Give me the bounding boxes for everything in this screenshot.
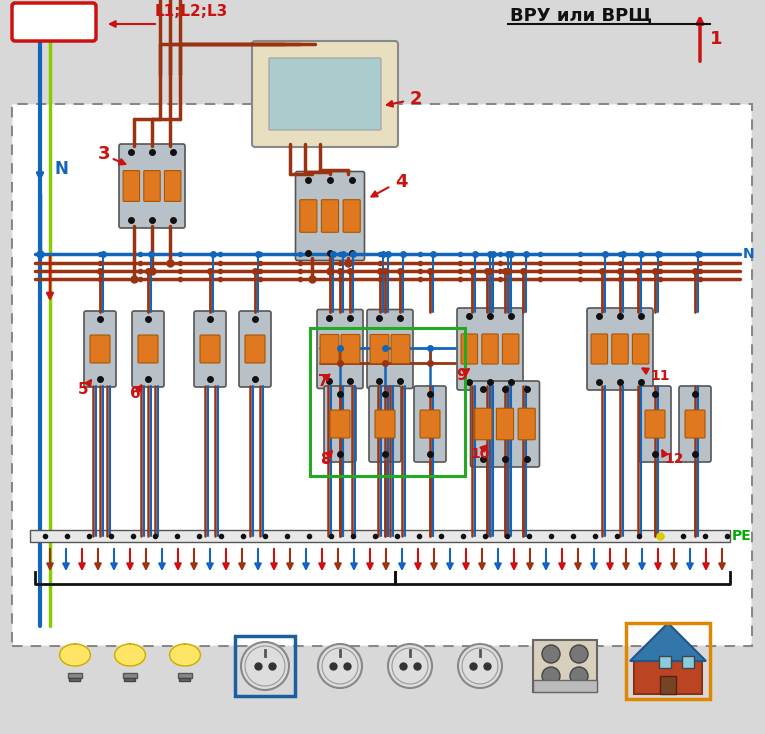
- Text: ВРУ или ВРЩ: ВРУ или ВРЩ: [510, 7, 652, 25]
- Text: PE: PE: [732, 529, 752, 543]
- FancyBboxPatch shape: [679, 386, 711, 462]
- Text: 4: 4: [395, 173, 408, 191]
- Circle shape: [542, 645, 560, 663]
- FancyBboxPatch shape: [645, 410, 665, 438]
- FancyBboxPatch shape: [12, 3, 96, 41]
- Circle shape: [388, 644, 432, 688]
- Bar: [180, 678, 190, 681]
- Bar: [660, 676, 676, 694]
- FancyBboxPatch shape: [612, 334, 628, 364]
- Bar: [13, 105, 751, 645]
- FancyBboxPatch shape: [591, 334, 607, 364]
- Text: 11: 11: [650, 369, 669, 383]
- FancyBboxPatch shape: [461, 334, 477, 364]
- FancyBboxPatch shape: [252, 41, 398, 147]
- Bar: [634, 661, 702, 694]
- Bar: [125, 678, 135, 681]
- FancyBboxPatch shape: [369, 386, 401, 462]
- Circle shape: [241, 642, 289, 690]
- FancyBboxPatch shape: [321, 200, 339, 232]
- FancyBboxPatch shape: [123, 170, 139, 201]
- Circle shape: [542, 667, 560, 685]
- Text: 5: 5: [78, 382, 89, 396]
- FancyBboxPatch shape: [420, 410, 440, 438]
- Text: 8: 8: [320, 452, 330, 468]
- FancyBboxPatch shape: [245, 335, 265, 363]
- FancyBboxPatch shape: [414, 386, 446, 462]
- Text: N: N: [52, 13, 67, 31]
- Polygon shape: [115, 644, 145, 666]
- FancyBboxPatch shape: [269, 58, 381, 130]
- Circle shape: [318, 644, 362, 688]
- FancyBboxPatch shape: [90, 335, 110, 363]
- Polygon shape: [60, 644, 90, 666]
- Bar: [30, 530, 730, 542]
- FancyBboxPatch shape: [503, 334, 519, 364]
- FancyBboxPatch shape: [457, 308, 523, 390]
- FancyBboxPatch shape: [84, 311, 116, 387]
- FancyBboxPatch shape: [496, 408, 513, 440]
- Circle shape: [570, 645, 588, 663]
- Bar: [123, 672, 137, 678]
- FancyBboxPatch shape: [138, 335, 158, 363]
- Bar: [626, 623, 710, 699]
- Text: 1: 1: [710, 30, 722, 48]
- Bar: [533, 640, 597, 692]
- Text: 6: 6: [130, 387, 141, 401]
- FancyBboxPatch shape: [375, 410, 395, 438]
- FancyBboxPatch shape: [639, 386, 671, 462]
- Bar: [178, 672, 191, 678]
- FancyBboxPatch shape: [343, 200, 360, 232]
- FancyBboxPatch shape: [324, 386, 356, 462]
- FancyBboxPatch shape: [470, 381, 539, 467]
- FancyBboxPatch shape: [300, 200, 317, 232]
- Bar: [682, 656, 694, 668]
- Text: 3: 3: [98, 145, 110, 163]
- FancyBboxPatch shape: [330, 410, 350, 438]
- Bar: [70, 678, 80, 681]
- Text: N: N: [743, 247, 754, 261]
- FancyBboxPatch shape: [194, 311, 226, 387]
- Text: 10: 10: [470, 447, 490, 461]
- Text: 12: 12: [664, 452, 683, 466]
- FancyBboxPatch shape: [367, 310, 413, 388]
- Text: 9: 9: [456, 368, 467, 383]
- FancyBboxPatch shape: [317, 310, 363, 388]
- Polygon shape: [630, 623, 706, 661]
- Text: L1;L2;L3: L1;L2;L3: [155, 4, 228, 20]
- FancyBboxPatch shape: [341, 335, 360, 363]
- Circle shape: [458, 644, 502, 688]
- FancyBboxPatch shape: [482, 334, 498, 364]
- Polygon shape: [170, 644, 200, 666]
- FancyBboxPatch shape: [518, 408, 536, 440]
- FancyBboxPatch shape: [633, 334, 649, 364]
- FancyBboxPatch shape: [391, 335, 410, 363]
- FancyBboxPatch shape: [320, 335, 339, 363]
- Text: 2: 2: [410, 90, 422, 108]
- FancyBboxPatch shape: [475, 408, 492, 440]
- Text: 7: 7: [318, 374, 329, 390]
- Circle shape: [570, 667, 588, 685]
- Bar: [235, 636, 295, 696]
- Bar: [533, 680, 597, 692]
- FancyBboxPatch shape: [200, 335, 220, 363]
- Text: P: P: [24, 13, 37, 31]
- FancyBboxPatch shape: [12, 104, 752, 646]
- FancyBboxPatch shape: [295, 172, 364, 261]
- FancyBboxPatch shape: [132, 311, 164, 387]
- FancyBboxPatch shape: [587, 308, 653, 390]
- FancyBboxPatch shape: [685, 410, 705, 438]
- FancyBboxPatch shape: [239, 311, 271, 387]
- Bar: [659, 656, 671, 668]
- Text: N: N: [55, 160, 69, 178]
- Text: E: E: [38, 13, 50, 31]
- FancyBboxPatch shape: [144, 170, 160, 201]
- Bar: [68, 672, 82, 678]
- FancyBboxPatch shape: [119, 144, 185, 228]
- FancyBboxPatch shape: [370, 335, 389, 363]
- FancyBboxPatch shape: [164, 170, 181, 201]
